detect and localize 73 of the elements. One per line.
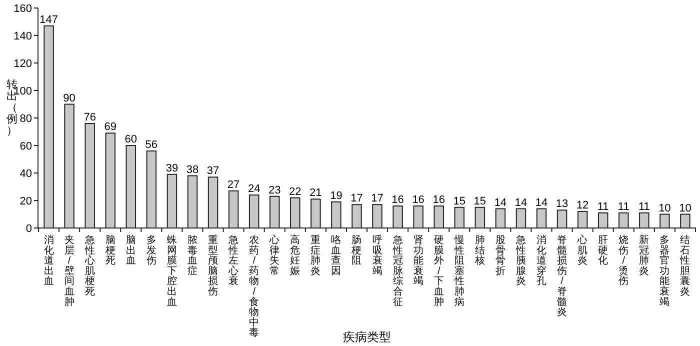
x-tick-label: 新冠肺炎	[639, 234, 650, 277]
y-tick-label: 80	[20, 112, 32, 125]
x-tick-label: 心肌炎	[576, 234, 588, 267]
x-tick-label: 咯血查因	[331, 235, 342, 277]
x-tick-label: 急性心肌梗死	[84, 234, 95, 298]
data-label: 14	[494, 196, 507, 209]
x-tick-label: 肺结核	[474, 234, 485, 267]
x-tick-label: 肝硬化	[598, 235, 608, 267]
data-label: 12	[576, 200, 589, 212]
x-tick-label: 多发伤	[146, 234, 156, 267]
data-label: 24	[248, 183, 260, 195]
y-tick-label: 60	[20, 140, 32, 152]
data-label: 23	[268, 184, 281, 196]
data-label: 38	[186, 164, 199, 176]
data-label: 11	[618, 200, 630, 213]
category-label: 农药/药物/食物中毒	[249, 235, 260, 339]
data-label: 14	[514, 196, 528, 209]
x-tick-label: 急性左心衰	[228, 234, 239, 288]
x-tick-label: 肾功能衰竭	[413, 234, 424, 288]
x-tick-label: 消化道穿孔	[536, 234, 547, 288]
data-label: 60	[124, 134, 138, 146]
x-tick-label: 股骨骨折	[495, 235, 506, 277]
x-tick-label: 脓毒血症	[187, 235, 198, 277]
data-label: 17	[350, 192, 363, 205]
data-label: 14	[535, 196, 548, 209]
y-tick-label: 20	[20, 195, 32, 208]
data-label: 15	[453, 195, 466, 208]
y-tick-label: 160	[14, 2, 32, 15]
x-tick-label: 烧伤/烫伤	[618, 234, 629, 288]
x-tick-label: 结石性胆囊炎	[679, 234, 690, 298]
x-tick-label: 脑出血	[126, 234, 136, 267]
data-label: 16	[412, 194, 424, 206]
x-tick-label: 蛛网膜下腔出血	[166, 234, 177, 308]
x-tick-label: 慢性阻塞性肺病	[453, 234, 464, 308]
x-tick-label: 脊髓损伤/脊髓炎	[557, 235, 568, 318]
data-label: 13	[556, 198, 568, 210]
y-tick-label: 120	[14, 58, 32, 70]
x-tick-label: 呼吸衰竭	[372, 234, 382, 277]
x-tick-label: 重症肺炎	[310, 234, 321, 277]
data-label: 11	[597, 200, 609, 213]
y-tick-label: 40	[20, 168, 32, 180]
data-label: 37	[206, 165, 220, 178]
data-label: 21	[310, 187, 322, 200]
data-label: 10	[658, 202, 671, 214]
x-axis-title: 疾病类型	[343, 330, 391, 344]
data-label: 76	[84, 112, 96, 124]
x-tick-label: 心律失常	[268, 234, 280, 277]
x-tick-label: 重型颅脑损伤	[208, 234, 218, 298]
y-tick-label: 0	[26, 222, 32, 235]
x-tick-label: 肠梗阻	[350, 235, 362, 267]
data-label: 15	[474, 195, 486, 208]
data-label: 90	[63, 92, 76, 104]
data-label: 19	[330, 190, 342, 202]
data-label: 39	[166, 162, 178, 174]
data-label: 16	[432, 194, 445, 206]
data-label: 56	[145, 139, 158, 151]
data-label: 22	[289, 186, 302, 198]
y-tick-label: 140	[14, 30, 32, 42]
x-tick-label: 急性冠脉综合征	[392, 234, 403, 308]
x-tick-label: 夹层/壁间血肿	[64, 234, 74, 308]
x-tick-label: 消化道出血	[44, 234, 54, 288]
x-tick-label: 脑梗死	[104, 234, 116, 267]
data-label: 27	[227, 178, 240, 191]
data-label: 11	[638, 200, 650, 213]
data-label: 16	[392, 194, 404, 206]
x-tick-label: 多器官功能衰竭	[660, 234, 670, 308]
data-label: 69	[104, 121, 116, 134]
data-label: 147	[40, 14, 58, 26]
x-tick-label: 高危妊娠	[290, 234, 300, 277]
data-label: 17	[371, 192, 384, 205]
data-label: 10	[679, 202, 692, 214]
x-tick-label: 急性胰腺炎	[514, 234, 526, 288]
x-tick-label: 硬膜外/下血肿	[434, 235, 444, 308]
